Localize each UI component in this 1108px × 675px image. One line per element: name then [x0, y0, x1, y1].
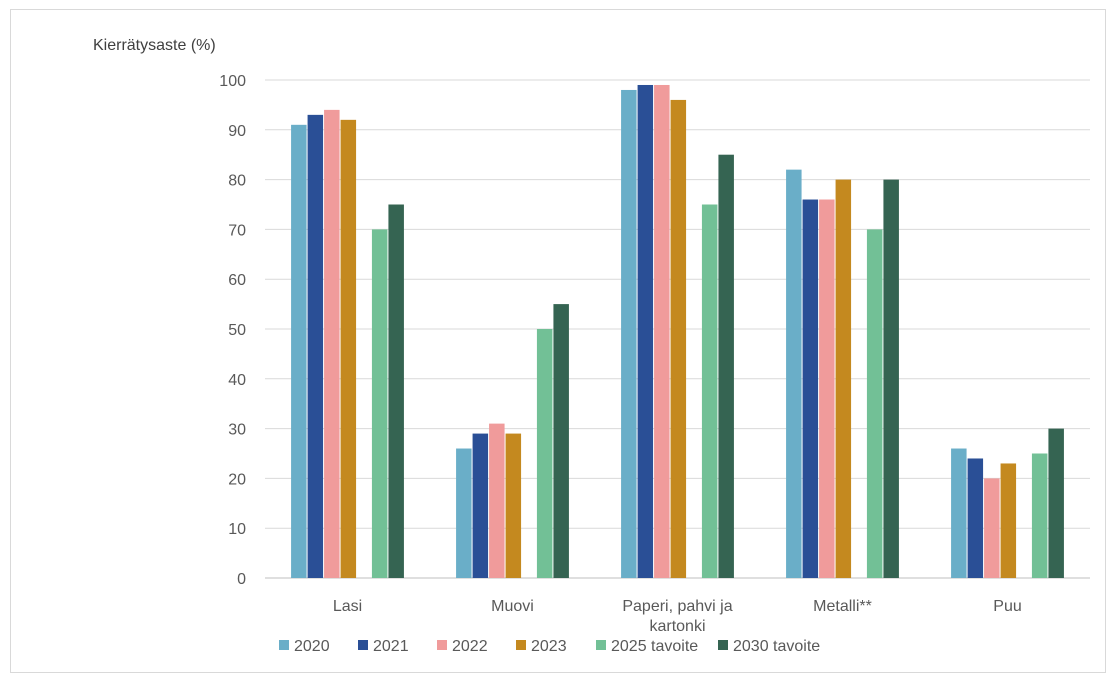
legend-swatch: [437, 640, 447, 650]
x-category-label: Paperi, pahvi ja kartonki: [622, 598, 732, 635]
bar-2021: [637, 84, 654, 578]
bar-2020: [951, 448, 967, 578]
bar-2025-tavoite: [1031, 453, 1048, 578]
legend-label: 2020: [294, 638, 330, 655]
legend-item: 2030 tavoite: [718, 638, 820, 655]
y-tick-label: 100: [219, 73, 246, 90]
legend-label: 2030 tavoite: [733, 638, 820, 655]
bar-2025-tavoite: [866, 229, 883, 578]
y-tick-label: 60: [228, 272, 246, 289]
bar-2021: [967, 458, 984, 578]
bar-2025-tavoite: [371, 229, 388, 578]
y-tick-label: 90: [228, 123, 246, 140]
y-tick-label: 50: [228, 322, 246, 339]
bar-2030-tavoite: [1048, 428, 1064, 578]
legend-label: 2025 tavoite: [611, 638, 698, 655]
legend-swatch: [596, 640, 606, 650]
bar-2025-tavoite: [701, 204, 718, 578]
bar-2021: [802, 199, 819, 578]
y-tick-label: 70: [228, 222, 246, 239]
legend-label: 2021: [373, 638, 409, 655]
bar-2023: [340, 119, 357, 578]
bar-2030-tavoite: [388, 204, 404, 578]
bar-2030-tavoite: [883, 179, 899, 578]
legend-swatch: [516, 640, 526, 650]
y-axis-label: Kierrätysaste (%): [93, 37, 216, 54]
legend-item: 2023: [516, 638, 567, 655]
y-tick-label: 30: [228, 422, 246, 439]
legend-label: 2022: [452, 638, 488, 655]
bar-2020: [786, 169, 802, 578]
legend-item: 2020: [279, 638, 330, 655]
bar-2022: [324, 109, 340, 578]
y-tick-label: 10: [228, 521, 246, 538]
bar-2023: [835, 179, 852, 578]
bar-2022: [654, 84, 670, 578]
y-axis-ticks: 0 10 20 30 40 50 60 70 80 90 100: [219, 73, 246, 588]
x-category-label: Puu: [993, 598, 1021, 615]
legend-item: 2025 tavoite: [596, 638, 698, 655]
bar-2025-tavoite: [536, 329, 553, 578]
bar-2022: [819, 199, 835, 578]
y-tick-label: 20: [228, 471, 246, 488]
bar-2022: [984, 478, 1000, 578]
bar-2023: [670, 99, 687, 579]
y-tick-label: 80: [228, 173, 246, 190]
x-category-label: Metalli**: [813, 598, 872, 615]
legend-swatch: [718, 640, 728, 650]
bars: [291, 84, 1064, 579]
bar-2030-tavoite: [718, 154, 734, 578]
legend: 2020 2021 2022 2023 2025 tavoite 2030 tavoite: [279, 638, 820, 655]
bar-2022: [489, 423, 505, 578]
legend-item: 2022: [437, 638, 488, 655]
bar-2020: [621, 89, 637, 579]
bar-2021: [307, 114, 324, 579]
x-axis-categories: Lasi Muovi Paperi, pahvi ja kartonki Metalli…: [333, 598, 1022, 635]
bar-2020: [291, 124, 307, 578]
bar-2023: [505, 433, 522, 578]
legend-swatch: [358, 640, 368, 650]
x-category-label: Muovi: [491, 598, 534, 615]
x-category-label: Lasi: [333, 598, 362, 615]
legend-label: 2023: [531, 638, 567, 655]
y-tick-label: 0: [237, 571, 246, 588]
bar-2030-tavoite: [553, 304, 569, 578]
bar-2020: [456, 448, 472, 578]
bar-2023: [1000, 463, 1017, 578]
bar-2021: [472, 433, 489, 578]
legend-swatch: [279, 640, 289, 650]
y-tick-label: 40: [228, 372, 246, 389]
legend-item: 2021: [358, 638, 409, 655]
